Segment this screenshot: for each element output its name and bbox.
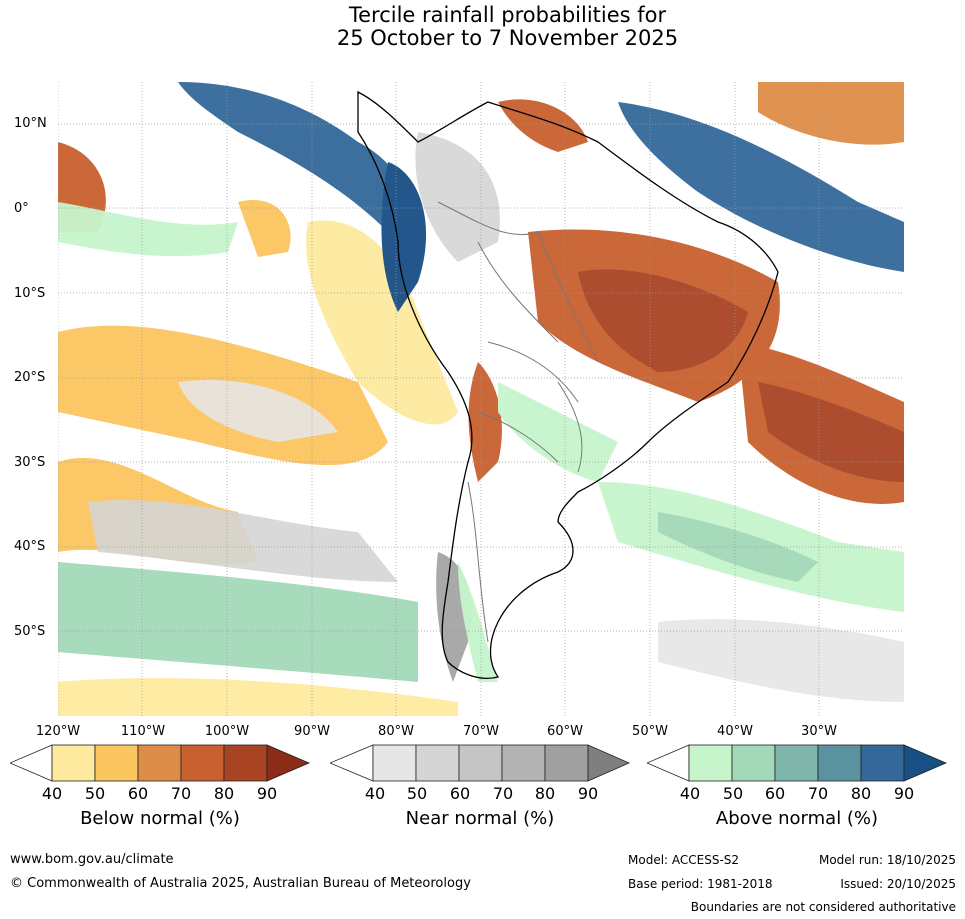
lat-label: 20°S <box>14 370 46 385</box>
legend-near-title: Near normal (%) <box>405 808 555 829</box>
tick-label: 50 <box>406 784 428 803</box>
lon-label: 50°W <box>632 724 668 739</box>
lon-label: 60°W <box>547 724 583 739</box>
tick-label: 70 <box>807 784 829 803</box>
legend-above-normal <box>645 744 948 786</box>
lat-label: 30°S <box>14 455 46 470</box>
tick-label: 40 <box>679 784 701 803</box>
below-normal-colorbar <box>8 744 311 782</box>
map-svg <box>58 82 904 716</box>
above-normal-colorbar <box>645 744 948 782</box>
model-run: Model run: 18/10/2025 <box>818 853 956 867</box>
title-line-1: Tercile rainfall probabilities for <box>348 3 667 27</box>
lon-label: 90°W <box>294 724 330 739</box>
lon-label: 120°W <box>35 724 81 739</box>
lon-label: 80°W <box>378 724 414 739</box>
lat-label: 40°S <box>14 539 46 554</box>
lon-label: 110°W <box>120 724 166 739</box>
copyright: © Commonwealth of Australia 2025, Austra… <box>10 876 471 891</box>
near-normal-regions <box>88 132 904 702</box>
tick-label: 80 <box>850 784 872 803</box>
model-name: Model: ACCESS-S2 <box>628 853 740 867</box>
near-normal-colorbar <box>328 744 630 782</box>
legend-below-title: Below normal (%) <box>80 808 240 829</box>
legend-near-normal <box>328 744 630 786</box>
tick-label: 90 <box>577 784 599 803</box>
base-period: Base period: 1981-2018 <box>628 877 773 891</box>
coastline <box>357 90 779 679</box>
tick-label: 50 <box>722 784 744 803</box>
website-link[interactable]: www.bom.gov.au/climate <box>10 852 174 867</box>
lat-label: 50°S <box>14 624 46 639</box>
map-title: Tercile rainfall probabilities for 25 Oc… <box>0 4 965 50</box>
tick-label: 40 <box>364 784 386 803</box>
lat-label: 0° <box>14 201 29 216</box>
tick-label: 60 <box>764 784 786 803</box>
tick-label: 60 <box>127 784 149 803</box>
tick-label: 90 <box>256 784 278 803</box>
tick-label: 80 <box>213 784 235 803</box>
legend-above-title: Above normal (%) <box>715 808 879 829</box>
tick-label: 70 <box>170 784 192 803</box>
issued-date: Issued: 20/10/2025 <box>840 877 956 891</box>
tick-label: 40 <box>41 784 63 803</box>
tick-label: 60 <box>449 784 471 803</box>
lon-label: 30°W <box>801 724 837 739</box>
lat-label: 10°N <box>14 116 47 131</box>
probability-map <box>58 82 904 716</box>
title-line-2: 25 October to 7 November 2025 <box>336 26 679 50</box>
lon-label: 70°W <box>463 724 499 739</box>
country-borders <box>437 201 599 643</box>
tick-label: 70 <box>492 784 514 803</box>
lat-label: 10°S <box>14 286 46 301</box>
tick-label: 90 <box>893 784 915 803</box>
tick-label: 50 <box>84 784 106 803</box>
tick-label: 80 <box>534 784 556 803</box>
lon-label: 100°W <box>204 724 250 739</box>
graticule <box>58 82 904 716</box>
disclaimer: Boundaries are not considered authoritat… <box>690 900 956 914</box>
lon-label: 40°W <box>717 724 753 739</box>
legend-below-normal <box>8 744 311 786</box>
